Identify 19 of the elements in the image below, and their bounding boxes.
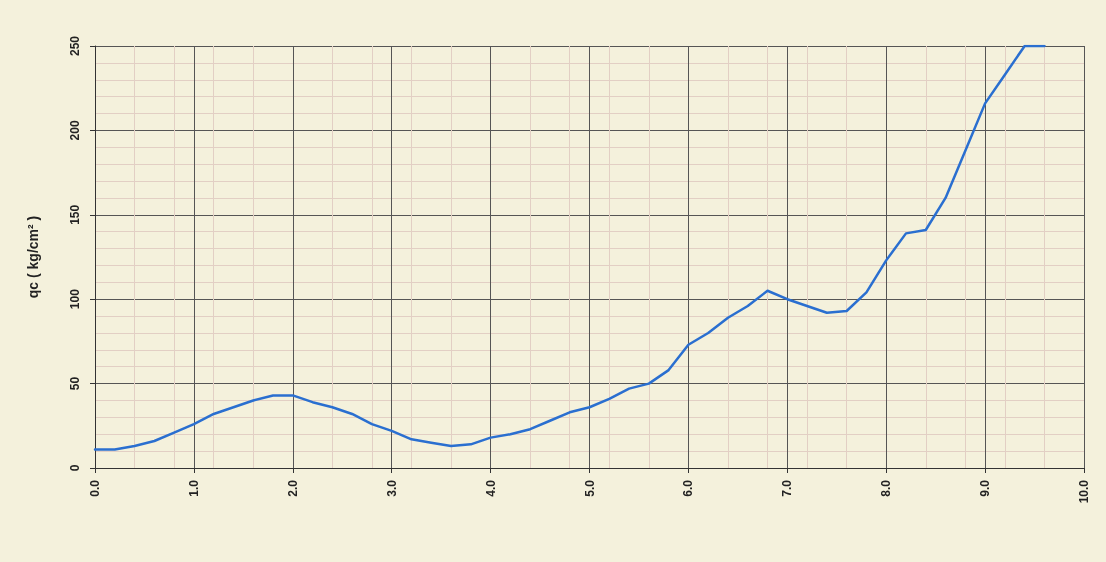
x-tick-label: 9.0 <box>978 479 993 497</box>
y-tick-label: 150 <box>68 204 82 225</box>
y-tick-label: 200 <box>68 120 82 141</box>
x-tick-label: 7.0 <box>780 479 795 497</box>
x-tick-label: 0.0 <box>88 479 102 497</box>
y-tick-label: 0 <box>68 464 82 472</box>
line-series <box>93 44 1046 451</box>
x-tick-label: 8.0 <box>879 479 894 497</box>
x-tick-label: 10.0 <box>1077 479 1091 504</box>
x-tick-label: 1.0 <box>186 479 201 497</box>
y-tick-label: 250 <box>68 35 82 57</box>
x-tick-label: 5.0 <box>582 479 597 497</box>
y-axis-title: qc ( kg/cm² ) <box>25 215 41 299</box>
x-tick-label: 6.0 <box>681 479 696 497</box>
y-tick-label: 50 <box>68 376 82 391</box>
x-tick-label: 3.0 <box>384 479 399 497</box>
x-tick-label: 4.0 <box>483 479 498 497</box>
x-tick-label: 2.0 <box>285 479 300 497</box>
y-tick-label: 100 <box>68 288 82 310</box>
